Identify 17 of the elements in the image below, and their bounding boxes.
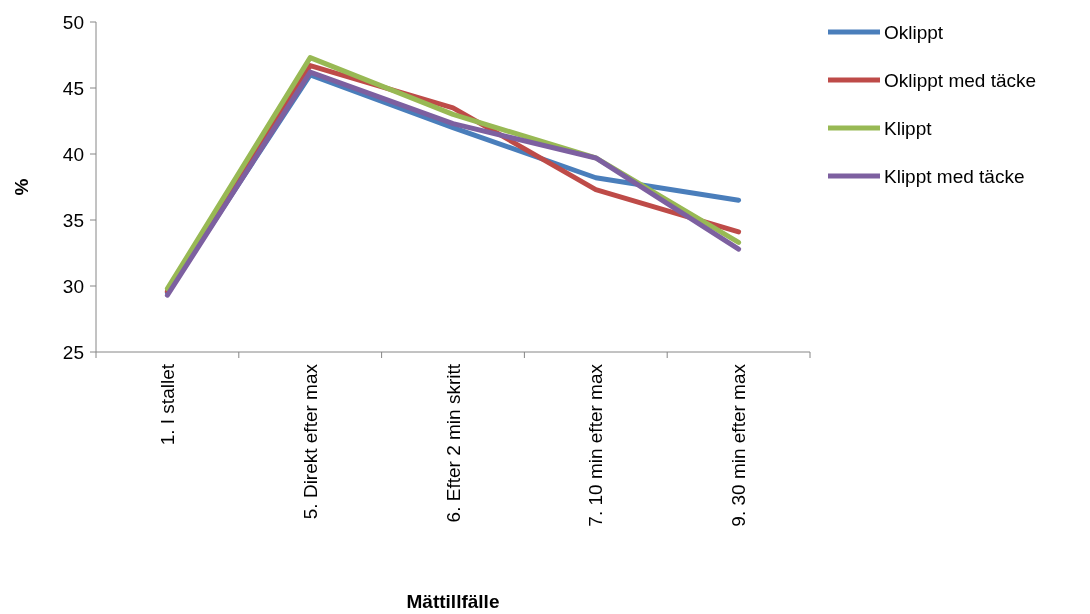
y-tick-label: 35 xyxy=(62,209,84,231)
y-axis-title: % xyxy=(11,178,32,196)
x-tick-label: 6. Efter 2 min skritt xyxy=(442,363,464,523)
y-tick-label: 40 xyxy=(62,143,84,165)
x-tick-label: 5. Direkt efter max xyxy=(299,363,321,520)
legend-label: Klippt med täcke xyxy=(884,165,1025,187)
legend-label: Oklippt xyxy=(884,21,944,43)
x-tick-label: 7. 10 min efter max xyxy=(585,363,607,527)
y-tick-label: 50 xyxy=(62,11,84,33)
x-tick-label: 1. I stallet xyxy=(157,363,179,446)
y-tick-label: 30 xyxy=(62,275,84,297)
legend-label: Klippt xyxy=(884,117,933,139)
y-tick-label: 45 xyxy=(62,77,84,99)
x-axis-title: Mättillfälle xyxy=(406,591,500,612)
y-tick-label: 25 xyxy=(62,341,84,363)
x-tick-label: 9. 30 min efter max xyxy=(728,363,750,527)
legend-label: Oklippt med täcke xyxy=(884,69,1037,91)
